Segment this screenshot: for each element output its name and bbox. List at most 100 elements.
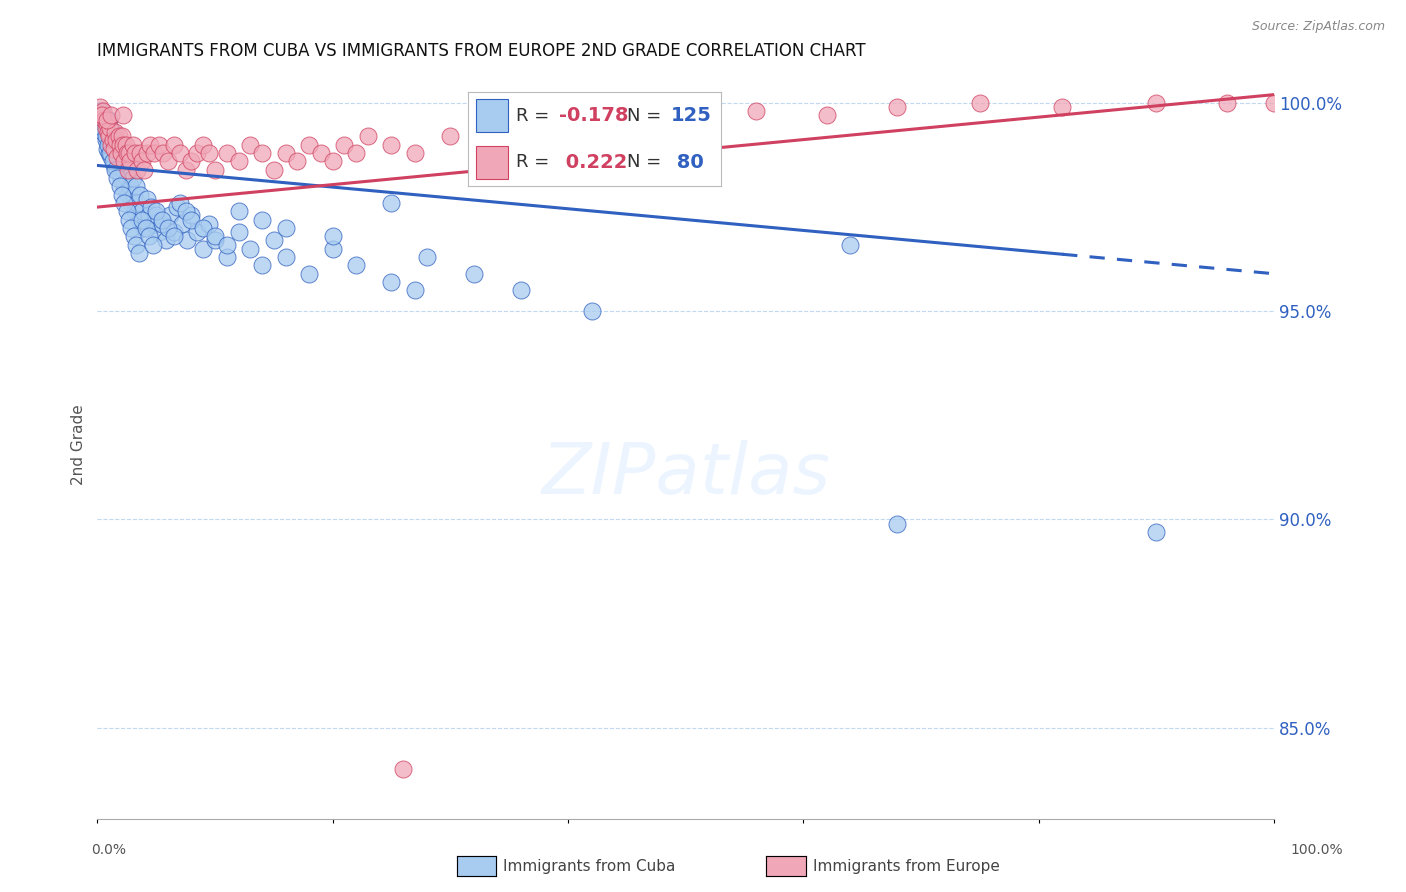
Point	[98, 145, 121, 160]
Point	[239, 137, 262, 152]
Point	[198, 145, 221, 160]
Point	[1144, 95, 1167, 110]
Point	[274, 250, 297, 264]
Point	[115, 170, 138, 185]
Point	[969, 95, 991, 110]
Point	[108, 179, 131, 194]
Point	[357, 129, 380, 144]
Point	[380, 275, 402, 289]
Point	[156, 154, 179, 169]
Point	[509, 120, 531, 135]
Point	[91, 120, 114, 135]
Point	[112, 162, 135, 177]
Point	[150, 212, 173, 227]
Point	[174, 204, 197, 219]
Point	[127, 195, 149, 210]
Point	[108, 137, 131, 152]
Point	[135, 145, 157, 160]
Point	[112, 137, 135, 152]
Point	[104, 162, 127, 177]
Point	[180, 212, 202, 227]
Point	[1263, 95, 1285, 110]
Point	[392, 762, 415, 776]
Point	[107, 137, 129, 152]
Point	[104, 133, 127, 147]
Point	[120, 154, 142, 169]
Point	[263, 234, 285, 248]
Point	[150, 217, 173, 231]
Point	[98, 137, 121, 152]
Point	[627, 120, 650, 135]
Point	[250, 145, 273, 160]
Point	[250, 212, 273, 227]
Point	[815, 108, 838, 122]
Point	[198, 217, 221, 231]
Point	[103, 142, 125, 156]
Point	[163, 229, 186, 244]
Point	[121, 221, 143, 235]
Point	[101, 125, 124, 139]
Point	[125, 179, 148, 194]
Point	[134, 162, 156, 177]
Point	[127, 162, 149, 177]
Point	[263, 162, 285, 177]
Point	[134, 221, 156, 235]
Point	[474, 137, 496, 152]
Point	[112, 179, 135, 194]
Point	[839, 237, 862, 252]
Point	[110, 145, 132, 160]
Point	[105, 133, 128, 147]
Point	[101, 133, 124, 147]
Point	[546, 129, 568, 144]
Point	[145, 208, 167, 222]
Point	[128, 187, 150, 202]
Point	[112, 154, 135, 169]
Point	[138, 208, 160, 222]
Point	[675, 112, 697, 127]
Point	[439, 129, 461, 144]
Point	[111, 129, 134, 144]
Point	[124, 204, 146, 219]
Point	[115, 204, 138, 219]
Point	[148, 225, 170, 239]
Point	[121, 195, 143, 210]
Point	[152, 145, 174, 160]
Point	[118, 162, 141, 177]
Point	[176, 234, 198, 248]
Point	[186, 145, 208, 160]
Point	[97, 137, 120, 152]
Point	[128, 145, 150, 160]
Point	[131, 154, 153, 169]
Text: Source: ZipAtlas.com: Source: ZipAtlas.com	[1251, 20, 1385, 33]
Point	[91, 108, 114, 122]
Point	[112, 195, 135, 210]
Point	[163, 137, 186, 152]
Point	[100, 137, 122, 152]
Point	[186, 225, 208, 239]
Point	[142, 145, 165, 160]
Point	[169, 145, 191, 160]
Point	[122, 229, 145, 244]
Point	[163, 225, 186, 239]
Point	[322, 154, 344, 169]
Point	[117, 162, 139, 177]
Point	[93, 112, 115, 127]
Point	[309, 145, 332, 160]
Point	[110, 170, 132, 185]
Point	[174, 162, 197, 177]
Point	[105, 145, 128, 160]
Point	[125, 237, 148, 252]
Point	[581, 112, 603, 127]
Point	[114, 154, 136, 169]
Point	[118, 145, 141, 160]
Point	[131, 212, 153, 227]
Point	[333, 137, 356, 152]
Point	[138, 229, 160, 244]
Point	[215, 250, 238, 264]
Point	[104, 125, 127, 139]
Point	[94, 120, 117, 135]
Point	[100, 108, 122, 122]
Point	[94, 133, 117, 147]
Point	[90, 112, 112, 127]
Point	[404, 284, 426, 298]
